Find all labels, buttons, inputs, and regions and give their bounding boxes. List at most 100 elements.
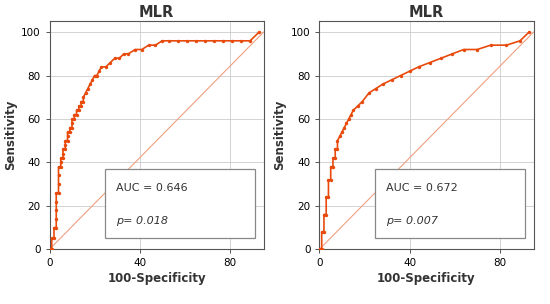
Point xyxy=(97,64,106,69)
Point xyxy=(515,38,524,43)
Point xyxy=(236,38,245,43)
Point xyxy=(338,130,346,134)
Point xyxy=(86,82,95,87)
Point xyxy=(61,143,70,147)
Point xyxy=(45,247,54,252)
Y-axis label: Sensitivity: Sensitivity xyxy=(4,100,16,171)
Point xyxy=(56,160,65,165)
Point xyxy=(405,69,414,74)
Point xyxy=(246,38,255,43)
Point xyxy=(340,125,349,130)
Point xyxy=(336,134,344,139)
Point xyxy=(426,60,434,65)
Point xyxy=(174,38,183,43)
Point xyxy=(151,43,160,48)
Point xyxy=(72,108,81,113)
Point xyxy=(52,225,60,230)
Point xyxy=(63,130,72,134)
Point xyxy=(101,64,110,69)
Point xyxy=(315,247,324,252)
Point xyxy=(353,104,362,109)
Point xyxy=(68,116,76,121)
Point xyxy=(95,69,103,74)
Point xyxy=(486,43,495,48)
Point xyxy=(88,78,97,82)
Point xyxy=(54,190,63,195)
Point xyxy=(346,112,355,117)
Title: MLR: MLR xyxy=(409,5,444,20)
Text: p= 0.007: p= 0.007 xyxy=(386,216,438,226)
Point xyxy=(396,73,405,78)
Text: AUC = 0.646: AUC = 0.646 xyxy=(116,183,188,193)
Point xyxy=(47,247,56,252)
Point xyxy=(473,47,482,52)
FancyBboxPatch shape xyxy=(105,170,255,238)
Point xyxy=(76,99,85,104)
Point xyxy=(138,47,146,52)
Point xyxy=(324,177,333,182)
Point xyxy=(502,43,511,48)
Point xyxy=(52,199,60,204)
Point xyxy=(52,190,60,195)
Point xyxy=(54,173,63,178)
Point xyxy=(333,138,342,143)
Point xyxy=(74,108,83,113)
Point xyxy=(115,56,124,60)
Point xyxy=(371,86,380,91)
Point xyxy=(63,138,72,143)
Point xyxy=(414,64,423,69)
Point xyxy=(328,156,337,161)
Point xyxy=(333,147,342,152)
Text: AUC = 0.672: AUC = 0.672 xyxy=(386,183,458,193)
Point xyxy=(90,73,99,78)
Point xyxy=(320,212,328,217)
Point xyxy=(164,38,173,43)
Point xyxy=(228,38,236,43)
Point xyxy=(131,47,140,52)
Point xyxy=(54,164,63,169)
Point xyxy=(74,104,83,109)
Point xyxy=(317,230,326,234)
Point xyxy=(210,38,218,43)
Point xyxy=(365,91,373,95)
Point xyxy=(322,195,331,200)
Title: MLR: MLR xyxy=(139,5,174,20)
Point xyxy=(65,130,74,134)
Point xyxy=(218,38,227,43)
Point xyxy=(144,43,153,48)
FancyBboxPatch shape xyxy=(375,170,525,238)
Point xyxy=(378,82,387,87)
Point xyxy=(158,38,167,43)
Point xyxy=(387,78,396,82)
Point xyxy=(79,99,87,104)
Point xyxy=(47,236,56,241)
Point xyxy=(76,104,85,109)
Point xyxy=(65,125,74,130)
Point xyxy=(201,38,210,43)
Point xyxy=(437,56,446,60)
Point xyxy=(59,151,68,156)
Point xyxy=(81,91,90,95)
Point xyxy=(320,230,328,234)
Point xyxy=(79,95,87,100)
Point xyxy=(358,99,367,104)
Point xyxy=(324,195,333,200)
Point xyxy=(349,108,358,113)
Point xyxy=(326,164,335,169)
X-axis label: 100-Specificity: 100-Specificity xyxy=(107,272,206,285)
Point xyxy=(106,60,115,65)
Point xyxy=(50,225,58,230)
Point xyxy=(59,156,68,161)
Point xyxy=(342,121,351,126)
Point xyxy=(56,156,65,161)
Point xyxy=(322,212,331,217)
Point xyxy=(525,30,533,35)
Point xyxy=(50,236,58,241)
Point xyxy=(59,147,68,152)
Point xyxy=(68,125,76,130)
Point xyxy=(70,116,79,121)
Point xyxy=(52,208,60,212)
Point xyxy=(328,164,337,169)
Point xyxy=(70,112,79,117)
Point xyxy=(344,116,353,121)
